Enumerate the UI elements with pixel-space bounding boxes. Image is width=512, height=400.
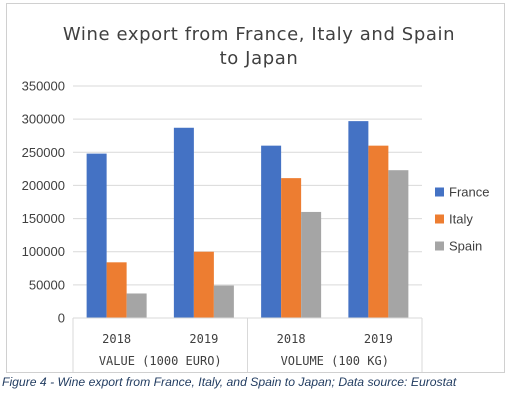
legend: France Italy Spain [435,185,489,254]
bar-france-1 [173,127,194,318]
bar-spain-1 [213,285,234,318]
legend-label-france: France [449,185,489,200]
x-axis: 2018 2019 VALUE (1000 EURO) 2018 2019 VOLUME … [72,317,423,372]
y-tick-label: 50000 [29,277,65,292]
bar-france-3 [348,121,369,318]
y-tick-label: 100000 [22,244,65,259]
bar-italy-0 [106,262,127,318]
legend-swatch-italy [435,214,444,224]
chart-frame: Wine export from France, Italy and Spain… [6,3,505,373]
chart-title-line-2: to Japan [220,48,299,69]
y-tick-label: 350000 [22,79,65,94]
y-tick-label: 0 [58,311,65,326]
legend-label-italy: Italy [449,212,473,227]
gridlines [73,85,422,319]
x-category-label: 2019 [189,332,218,346]
x-group-label: VALUE (1000 EURO) [99,354,222,368]
bar-spain-0 [126,293,147,318]
legend-swatch-spain [435,241,444,251]
x-category-label: 2018 [102,332,131,346]
bar-france-0 [86,153,107,318]
bar-italy-2 [281,178,302,318]
bar-italy-3 [368,145,389,318]
bar-spain-3 [388,170,409,318]
legend-label-spain: Spain [449,239,482,254]
bars [86,121,409,318]
chart-title: Wine export from France, Italy and Spain… [63,24,455,69]
y-tick-label: 150000 [22,211,65,226]
y-tick-label: 250000 [22,145,65,160]
legend-swatch-france [435,187,444,197]
x-group-label: VOLUME (100 KG) [281,354,389,368]
x-category-label: 2018 [277,332,306,346]
y-tick-label: 200000 [22,178,65,193]
x-category-label: 2019 [364,332,393,346]
chart-title-line-1: Wine export from France, Italy and Spain [63,24,455,45]
bar-france-2 [261,145,282,318]
bar-spain-2 [301,211,322,318]
figure-caption: Figure 4 - Wine export from France, Ital… [2,375,457,389]
y-axis-tick-labels: 0 50000 100000 150000 200000 250000 300000 3500… [22,79,65,326]
y-tick-label: 300000 [22,112,65,127]
chart: Wine export from France, Italy and Spain… [22,24,489,372]
bar-italy-1 [193,251,214,318]
